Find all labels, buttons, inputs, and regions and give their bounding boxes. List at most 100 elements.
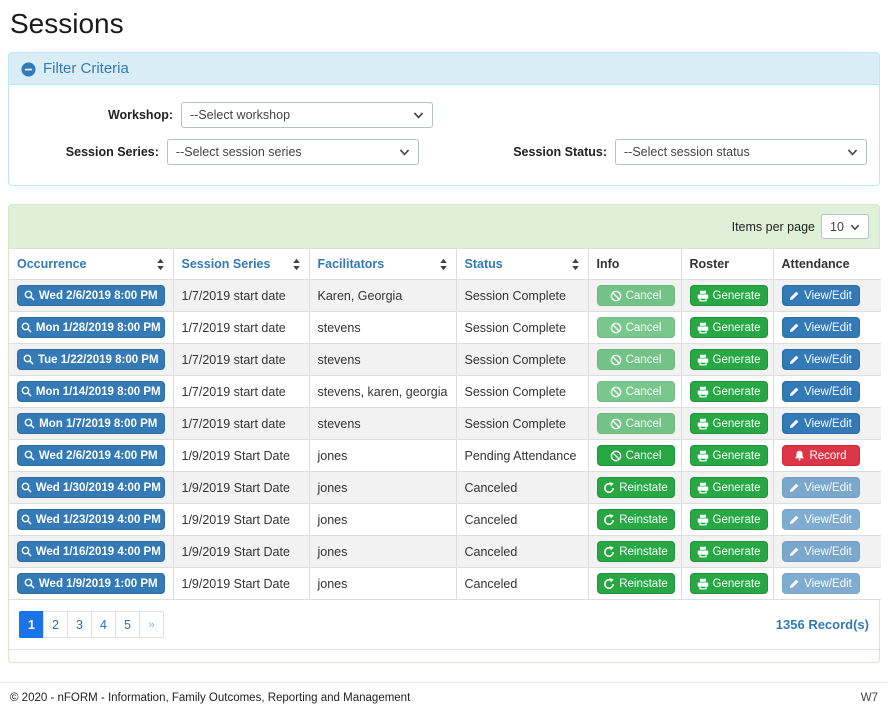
column-header-facilitators[interactable]: Facilitators xyxy=(309,249,456,280)
cancel-button-label: Cancel xyxy=(626,386,662,398)
occurrence-button[interactable]: Mon 1/28/2019 8:00 PM xyxy=(17,317,165,338)
table-row: Wed 1/23/2019 4:00 PM1/9/2019 Start Date… xyxy=(9,504,881,536)
facilitators-cell: jones xyxy=(309,504,456,536)
generate-button[interactable]: Generate xyxy=(690,509,768,530)
occurrence-cell: Wed 1/9/2019 1:00 PM xyxy=(9,568,173,600)
undo-icon xyxy=(603,546,615,558)
info-cell: Reinstate xyxy=(588,568,681,600)
sessions-table-panel: Items per page 10 OccurrenceSession Seri… xyxy=(8,204,880,663)
column-header-status[interactable]: Status xyxy=(456,249,588,280)
facilitators-cell: stevens xyxy=(309,312,456,344)
items-per-page-select[interactable]: 10 xyxy=(821,214,869,239)
occurrence-button[interactable]: Mon 1/7/2019 8:00 PM xyxy=(17,413,165,434)
view-edit-button[interactable]: View/Edit xyxy=(782,349,860,370)
generate-button[interactable]: Generate xyxy=(690,381,768,402)
generate-button[interactable]: Generate xyxy=(690,285,768,306)
undo-icon xyxy=(603,514,615,526)
generate-button[interactable]: Generate xyxy=(690,413,768,434)
reinstate-button[interactable]: Reinstate xyxy=(597,541,675,562)
occurrence-button[interactable]: Tue 1/22/2019 8:00 PM xyxy=(17,349,165,370)
main-content: Sessions Filter Criteria Workshop: --Sel… xyxy=(0,8,888,663)
pagination-page-2[interactable]: 2 xyxy=(43,611,68,638)
cancel-button: Cancel xyxy=(597,413,675,434)
occurrence-button-label: Wed 1/9/2019 1:00 PM xyxy=(39,578,158,590)
printer-icon xyxy=(697,450,709,462)
pagination-page-3[interactable]: 3 xyxy=(67,611,92,638)
generate-button[interactable]: Generate xyxy=(690,349,768,370)
generate-button[interactable]: Generate xyxy=(690,541,768,562)
page-title: Sessions xyxy=(10,8,878,40)
column-header-occurrence[interactable]: Occurrence xyxy=(9,249,173,280)
info-cell: Cancel xyxy=(588,280,681,312)
view-edit-button[interactable]: View/Edit xyxy=(782,285,860,306)
occurrence-button[interactable]: Wed 1/30/2019 4:00 PM xyxy=(17,477,165,498)
workshop-label: Workshop: xyxy=(21,108,173,122)
filter-criteria-header[interactable]: Filter Criteria xyxy=(9,53,879,85)
generate-button[interactable]: Generate xyxy=(690,445,768,466)
cancel-button[interactable]: Cancel xyxy=(597,445,675,466)
cancel-button: Cancel xyxy=(597,317,675,338)
reinstate-button[interactable]: Reinstate xyxy=(597,509,675,530)
pencil-icon xyxy=(789,418,800,429)
table-body: Wed 2/6/2019 8:00 PM1/7/2019 start dateK… xyxy=(9,280,881,600)
reinstate-button-label: Reinstate xyxy=(619,546,668,558)
cancel-button-label: Cancel xyxy=(626,290,662,302)
search-icon xyxy=(24,578,35,589)
view-edit-button-label: View/Edit xyxy=(804,354,852,366)
search-icon xyxy=(21,386,32,397)
copyright-text: © 2020 - nFORM - Information, Family Out… xyxy=(10,692,410,704)
view-edit-button-label: View/Edit xyxy=(804,418,852,430)
occurrence-button[interactable]: Wed 2/6/2019 4:00 PM xyxy=(17,445,165,466)
filter-criteria-body: Workshop: --Select workshop Session Seri… xyxy=(9,85,879,185)
occurrence-button[interactable]: Wed 2/6/2019 8:00 PM xyxy=(17,285,165,306)
search-icon xyxy=(24,450,35,461)
printer-icon xyxy=(697,578,709,590)
view-edit-button[interactable]: View/Edit xyxy=(782,413,860,434)
occurrence-button[interactable]: Wed 1/9/2019 1:00 PM xyxy=(17,573,165,594)
workshop-select[interactable]: --Select workshop xyxy=(181,102,433,128)
occurrence-button[interactable]: Mon 1/14/2019 8:00 PM xyxy=(17,381,165,402)
generate-button-label: Generate xyxy=(713,386,761,398)
pencil-icon xyxy=(789,546,800,557)
column-label: Status xyxy=(465,257,503,271)
undo-icon xyxy=(603,578,615,590)
info-cell: Reinstate xyxy=(588,536,681,568)
search-icon xyxy=(24,418,35,429)
pagination-next-button[interactable]: » xyxy=(139,611,164,638)
cancel-button: Cancel xyxy=(597,285,675,306)
generate-button[interactable]: Generate xyxy=(690,477,768,498)
occurrence-button-label: Wed 1/30/2019 4:00 PM xyxy=(36,482,161,494)
occurrence-button[interactable]: Wed 1/23/2019 4:00 PM xyxy=(17,509,165,530)
status-cell: Session Complete xyxy=(456,376,588,408)
attendance-cell: View/Edit xyxy=(773,568,881,600)
status-cell: Session Complete xyxy=(456,312,588,344)
session-status-select[interactable]: --Select session status xyxy=(615,139,867,165)
reinstate-button-label: Reinstate xyxy=(619,482,668,494)
column-label: Roster xyxy=(690,257,730,271)
session-series-cell: 1/7/2019 start date xyxy=(173,344,309,376)
status-cell: Session Complete xyxy=(456,408,588,440)
view-edit-button[interactable]: View/Edit xyxy=(782,381,860,402)
record-count: 1356 Record(s) xyxy=(776,617,869,632)
record-button[interactable]: Record xyxy=(782,445,860,466)
ban-icon xyxy=(610,450,622,462)
facilitators-cell: jones xyxy=(309,536,456,568)
pagination-page-1[interactable]: 1 xyxy=(19,611,44,638)
generate-button[interactable]: Generate xyxy=(690,317,768,338)
reinstate-button[interactable]: Reinstate xyxy=(597,573,675,594)
pagination-page-4[interactable]: 4 xyxy=(91,611,116,638)
reinstate-button[interactable]: Reinstate xyxy=(597,477,675,498)
view-edit-button: View/Edit xyxy=(782,477,860,498)
pencil-icon xyxy=(789,354,800,365)
occurrence-button[interactable]: Wed 1/16/2019 4:00 PM xyxy=(17,541,165,562)
column-header-session-series[interactable]: Session Series xyxy=(173,249,309,280)
printer-icon xyxy=(697,418,709,430)
info-cell: Cancel xyxy=(588,376,681,408)
session-series-select[interactable]: --Select session series xyxy=(167,139,419,165)
facilitators-cell: stevens xyxy=(309,408,456,440)
printer-icon xyxy=(697,322,709,334)
generate-button[interactable]: Generate xyxy=(690,573,768,594)
pagination-page-5[interactable]: 5 xyxy=(115,611,140,638)
attendance-cell: View/Edit xyxy=(773,344,881,376)
view-edit-button[interactable]: View/Edit xyxy=(782,317,860,338)
